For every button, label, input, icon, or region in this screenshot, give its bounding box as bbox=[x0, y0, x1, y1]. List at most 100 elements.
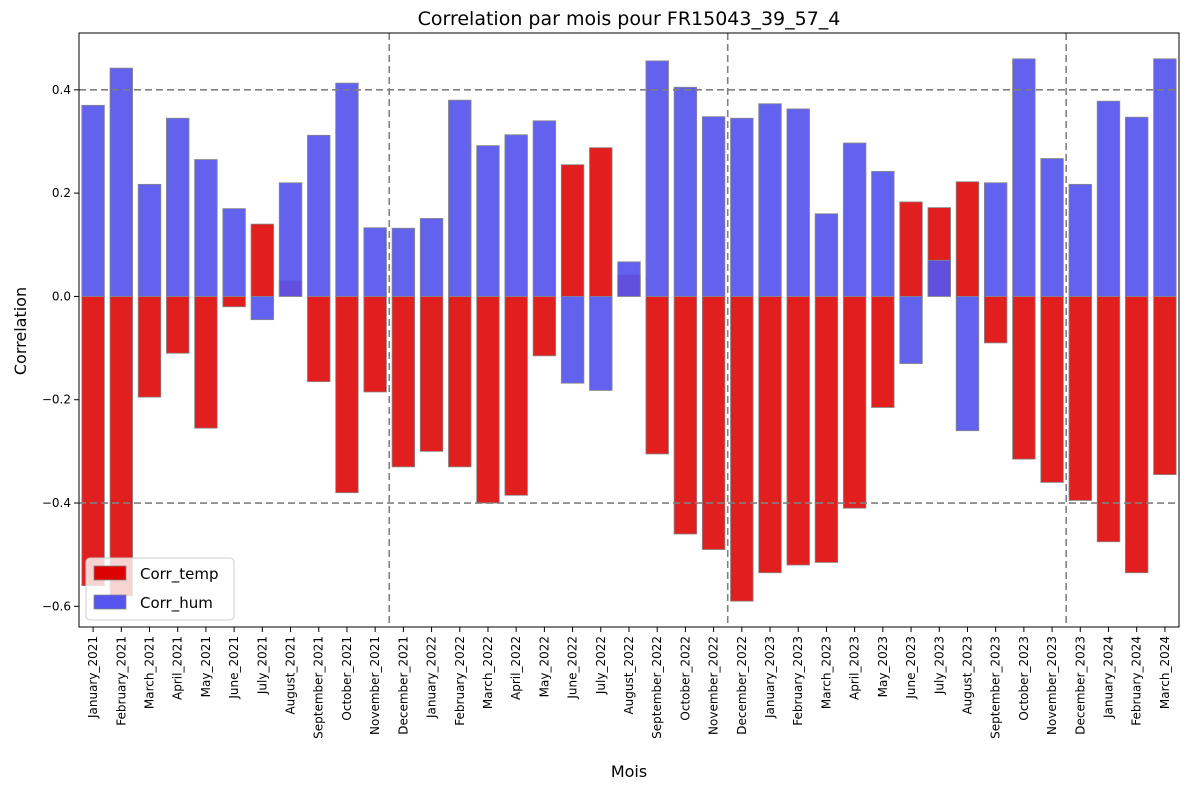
x-tick-label: January_2022 bbox=[425, 636, 439, 719]
x-tick-label: September_2022 bbox=[650, 636, 664, 739]
x-axis-ticks: January_2021 February_2021 March_2021 April… bbox=[86, 627, 1172, 739]
legend-swatch-corr-hum bbox=[93, 594, 127, 610]
bar-corr-temp-december-2022 bbox=[730, 296, 754, 602]
bar-corr-hum-march-2023 bbox=[814, 213, 839, 297]
bar-corr-hum-april-2021 bbox=[166, 117, 190, 297]
bar-corr-hum-august-2023 bbox=[955, 296, 980, 432]
x-tick-label: February_2021 bbox=[114, 636, 128, 726]
x-tick-label: March_2024 bbox=[1158, 636, 1172, 709]
x-tick-label: March_2022 bbox=[481, 636, 495, 709]
bar-corr-hum-may-2023 bbox=[871, 171, 895, 297]
bar-corr-temp-july-2022 bbox=[589, 147, 613, 297]
bar-corr-temp-october-2021 bbox=[335, 296, 359, 494]
y-tick-label: −0.2 bbox=[42, 393, 71, 407]
bar-corr-hum-november-2023 bbox=[1040, 158, 1064, 297]
y-tick-label: −0.6 bbox=[42, 599, 71, 613]
bar-corr-hum-february-2022 bbox=[448, 99, 472, 297]
bar-corr-temp-november-2021 bbox=[363, 296, 387, 393]
bar-corr-temp-december-2023 bbox=[1068, 296, 1092, 501]
x-tick-label: June_2021 bbox=[227, 636, 241, 700]
bar-corr-temp-june-2021 bbox=[222, 296, 246, 308]
bar-corr-temp-may-2023 bbox=[871, 296, 895, 408]
x-tick-label: April_2023 bbox=[848, 636, 862, 700]
x-tick-label: December_2021 bbox=[396, 636, 410, 735]
x-tick-label: April_2022 bbox=[509, 636, 523, 700]
bar-corr-hum-june-2021 bbox=[222, 208, 246, 297]
bar-corr-temp-july-2021 bbox=[250, 223, 275, 297]
x-tick-label: January_2021 bbox=[86, 636, 100, 719]
bar-corr-hum-march-2021 bbox=[137, 183, 162, 297]
y-axis-ticks: −0.6 −0.4 −0.2 0.0 0.2 0.4 bbox=[42, 83, 79, 613]
reference-lines bbox=[79, 33, 1179, 627]
bar-corr-temp-september-2022 bbox=[645, 296, 669, 455]
bar-corr-hum-july-2023 bbox=[927, 259, 951, 297]
bar-corr-hum-october-2022 bbox=[673, 86, 698, 297]
x-tick-label: September_2023 bbox=[989, 636, 1003, 739]
bar-corr-temp-april-2021 bbox=[166, 296, 190, 354]
x-tick-label: March_2021 bbox=[143, 636, 157, 709]
bar-corr-hum-february-2024 bbox=[1125, 116, 1149, 297]
y-tick-label: 0.4 bbox=[52, 83, 71, 97]
bar-corr-hum-october-2023 bbox=[1012, 58, 1036, 297]
bar-corr-hum-january-2023 bbox=[758, 103, 782, 297]
series-corr-temp bbox=[81, 147, 1177, 602]
bar-corr-hum-september-2022 bbox=[645, 60, 669, 297]
bar-corr-temp-february-2021 bbox=[109, 296, 133, 597]
bar-corr-hum-december-2022 bbox=[730, 117, 754, 297]
chart-title: Correlation par mois pour FR15043_39_57_… bbox=[418, 8, 841, 30]
bar-corr-temp-december-2021 bbox=[391, 296, 416, 468]
bar-corr-hum-march-2022 bbox=[476, 145, 500, 297]
bar-corr-hum-july-2021 bbox=[250, 296, 275, 321]
y-tick-label: 0.2 bbox=[52, 186, 71, 200]
bar-corr-hum-july-2022 bbox=[589, 296, 613, 391]
bar-corr-hum-may-2021 bbox=[194, 159, 218, 297]
bar-corr-temp-april-2022 bbox=[504, 296, 528, 496]
bar-corr-hum-february-2021 bbox=[109, 67, 133, 297]
bar-corr-temp-october-2022 bbox=[673, 296, 698, 535]
x-tick-label: November_2022 bbox=[707, 636, 721, 735]
bar-corr-temp-january-2023 bbox=[758, 296, 782, 574]
x-tick-label: February_2022 bbox=[453, 636, 467, 726]
x-tick-label: November_2021 bbox=[368, 636, 382, 735]
x-tick-label: December_2022 bbox=[735, 636, 749, 735]
bar-corr-hum-december-2021 bbox=[391, 227, 416, 297]
bar-corr-hum-august-2021 bbox=[278, 182, 303, 297]
y-axis-title: Correlation bbox=[11, 287, 30, 375]
x-tick-label: January_2024 bbox=[1101, 636, 1115, 719]
x-tick-label: October_2021 bbox=[340, 636, 354, 721]
bar-corr-hum-march-2024 bbox=[1153, 58, 1177, 297]
x-tick-label: May_2023 bbox=[876, 636, 890, 697]
x-tick-label: May_2022 bbox=[537, 636, 551, 697]
bar-corr-hum-january-2022 bbox=[419, 218, 444, 297]
x-tick-label: May_2021 bbox=[199, 636, 213, 697]
bar-corr-hum-september-2023 bbox=[983, 182, 1008, 297]
x-tick-label: August_2021 bbox=[284, 636, 298, 715]
bar-corr-hum-april-2022 bbox=[504, 134, 528, 297]
bar-corr-temp-march-2022 bbox=[476, 296, 500, 504]
bar-corr-temp-november-2023 bbox=[1040, 296, 1064, 483]
x-tick-label: July_2022 bbox=[594, 636, 608, 695]
bar-corr-temp-february-2024 bbox=[1125, 296, 1149, 574]
y-tick-label: −0.4 bbox=[42, 496, 71, 510]
bar-corr-hum-september-2021 bbox=[307, 134, 331, 297]
x-tick-label: July_2021 bbox=[255, 636, 269, 695]
series-corr-hum bbox=[81, 58, 1177, 432]
legend-label-corr-temp: Corr_temp bbox=[140, 565, 218, 584]
bar-corr-temp-february-2022 bbox=[448, 296, 472, 468]
y-tick-label: 0.0 bbox=[52, 289, 71, 303]
x-axis-title: Mois bbox=[611, 762, 647, 781]
bar-corr-temp-january-2022 bbox=[419, 296, 444, 452]
bar-corr-hum-june-2023 bbox=[899, 296, 923, 364]
bar-corr-hum-august-2022 bbox=[617, 261, 641, 297]
bar-corr-hum-may-2022 bbox=[532, 120, 557, 297]
bar-corr-hum-january-2024 bbox=[1096, 100, 1121, 297]
x-tick-label: June_2023 bbox=[904, 636, 918, 700]
bar-corr-temp-june-2022 bbox=[560, 164, 585, 297]
legend-label-corr-hum: Corr_hum bbox=[140, 594, 213, 613]
x-tick-label: August_2022 bbox=[622, 636, 636, 715]
x-tick-label: September_2021 bbox=[312, 636, 326, 739]
bar-corr-temp-september-2023 bbox=[983, 296, 1008, 344]
bar-corr-temp-february-2023 bbox=[786, 296, 810, 566]
bar-corr-hum-october-2021 bbox=[335, 82, 359, 297]
bar-corr-temp-march-2024 bbox=[1153, 296, 1177, 476]
